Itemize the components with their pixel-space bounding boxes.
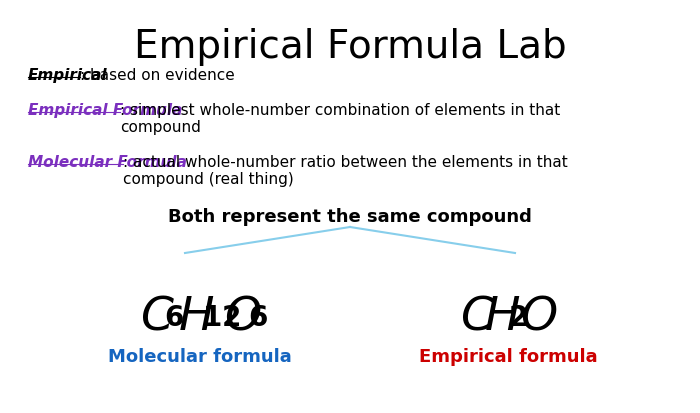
- Text: $\mathbf{6}$: $\mathbf{6}$: [164, 303, 184, 331]
- Text: $\mathbf{12}$: $\mathbf{12}$: [202, 303, 240, 331]
- Text: $\mathbf{6}$: $\mathbf{6}$: [248, 303, 268, 331]
- Text: $\mathbf{\it{O}}$: $\mathbf{\it{O}}$: [224, 294, 261, 339]
- Text: : actual whole-number ratio between the elements in that
compound (real thing): : actual whole-number ratio between the …: [123, 154, 568, 187]
- Text: : simplest whole-number combination of elements in that
compound: : simplest whole-number combination of e…: [120, 103, 560, 135]
- Text: $\mathbf{2}$: $\mathbf{2}$: [508, 303, 527, 331]
- Text: $\mathbf{\it{C}}$: $\mathbf{\it{C}}$: [140, 294, 175, 339]
- Text: Empirical Formula Lab: Empirical Formula Lab: [134, 28, 566, 66]
- Text: Both represent the same compound: Both represent the same compound: [168, 207, 532, 225]
- Text: Empirical formula: Empirical formula: [419, 347, 597, 365]
- Text: $\mathbf{\it{C}}$: $\mathbf{\it{C}}$: [460, 294, 495, 339]
- Text: $\mathbf{\it{O}}$: $\mathbf{\it{O}}$: [520, 294, 557, 339]
- Text: Empirical: Empirical: [28, 68, 108, 83]
- Text: $\mathbf{\it{H}}$: $\mathbf{\it{H}}$: [484, 294, 520, 339]
- Text: $\mathbf{\it{H}}$: $\mathbf{\it{H}}$: [178, 294, 214, 339]
- Text: Molecular formula: Molecular formula: [108, 347, 292, 365]
- Text: Empirical Formula: Empirical Formula: [28, 103, 183, 118]
- Text: : based on evidence: : based on evidence: [80, 68, 234, 83]
- Text: Molecular Formula: Molecular Formula: [28, 154, 187, 170]
